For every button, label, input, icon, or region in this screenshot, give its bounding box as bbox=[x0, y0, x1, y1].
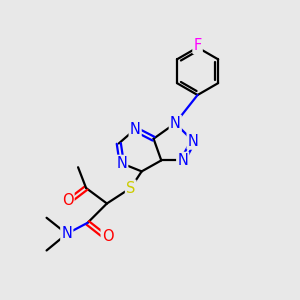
Text: S: S bbox=[126, 181, 135, 196]
Text: N: N bbox=[177, 153, 188, 168]
Text: O: O bbox=[102, 229, 113, 244]
Text: N: N bbox=[170, 116, 181, 131]
Text: F: F bbox=[194, 38, 202, 53]
Text: O: O bbox=[62, 193, 74, 208]
Text: N: N bbox=[188, 134, 199, 148]
Text: N: N bbox=[130, 122, 141, 137]
Text: N: N bbox=[61, 226, 72, 241]
Text: N: N bbox=[116, 156, 127, 171]
